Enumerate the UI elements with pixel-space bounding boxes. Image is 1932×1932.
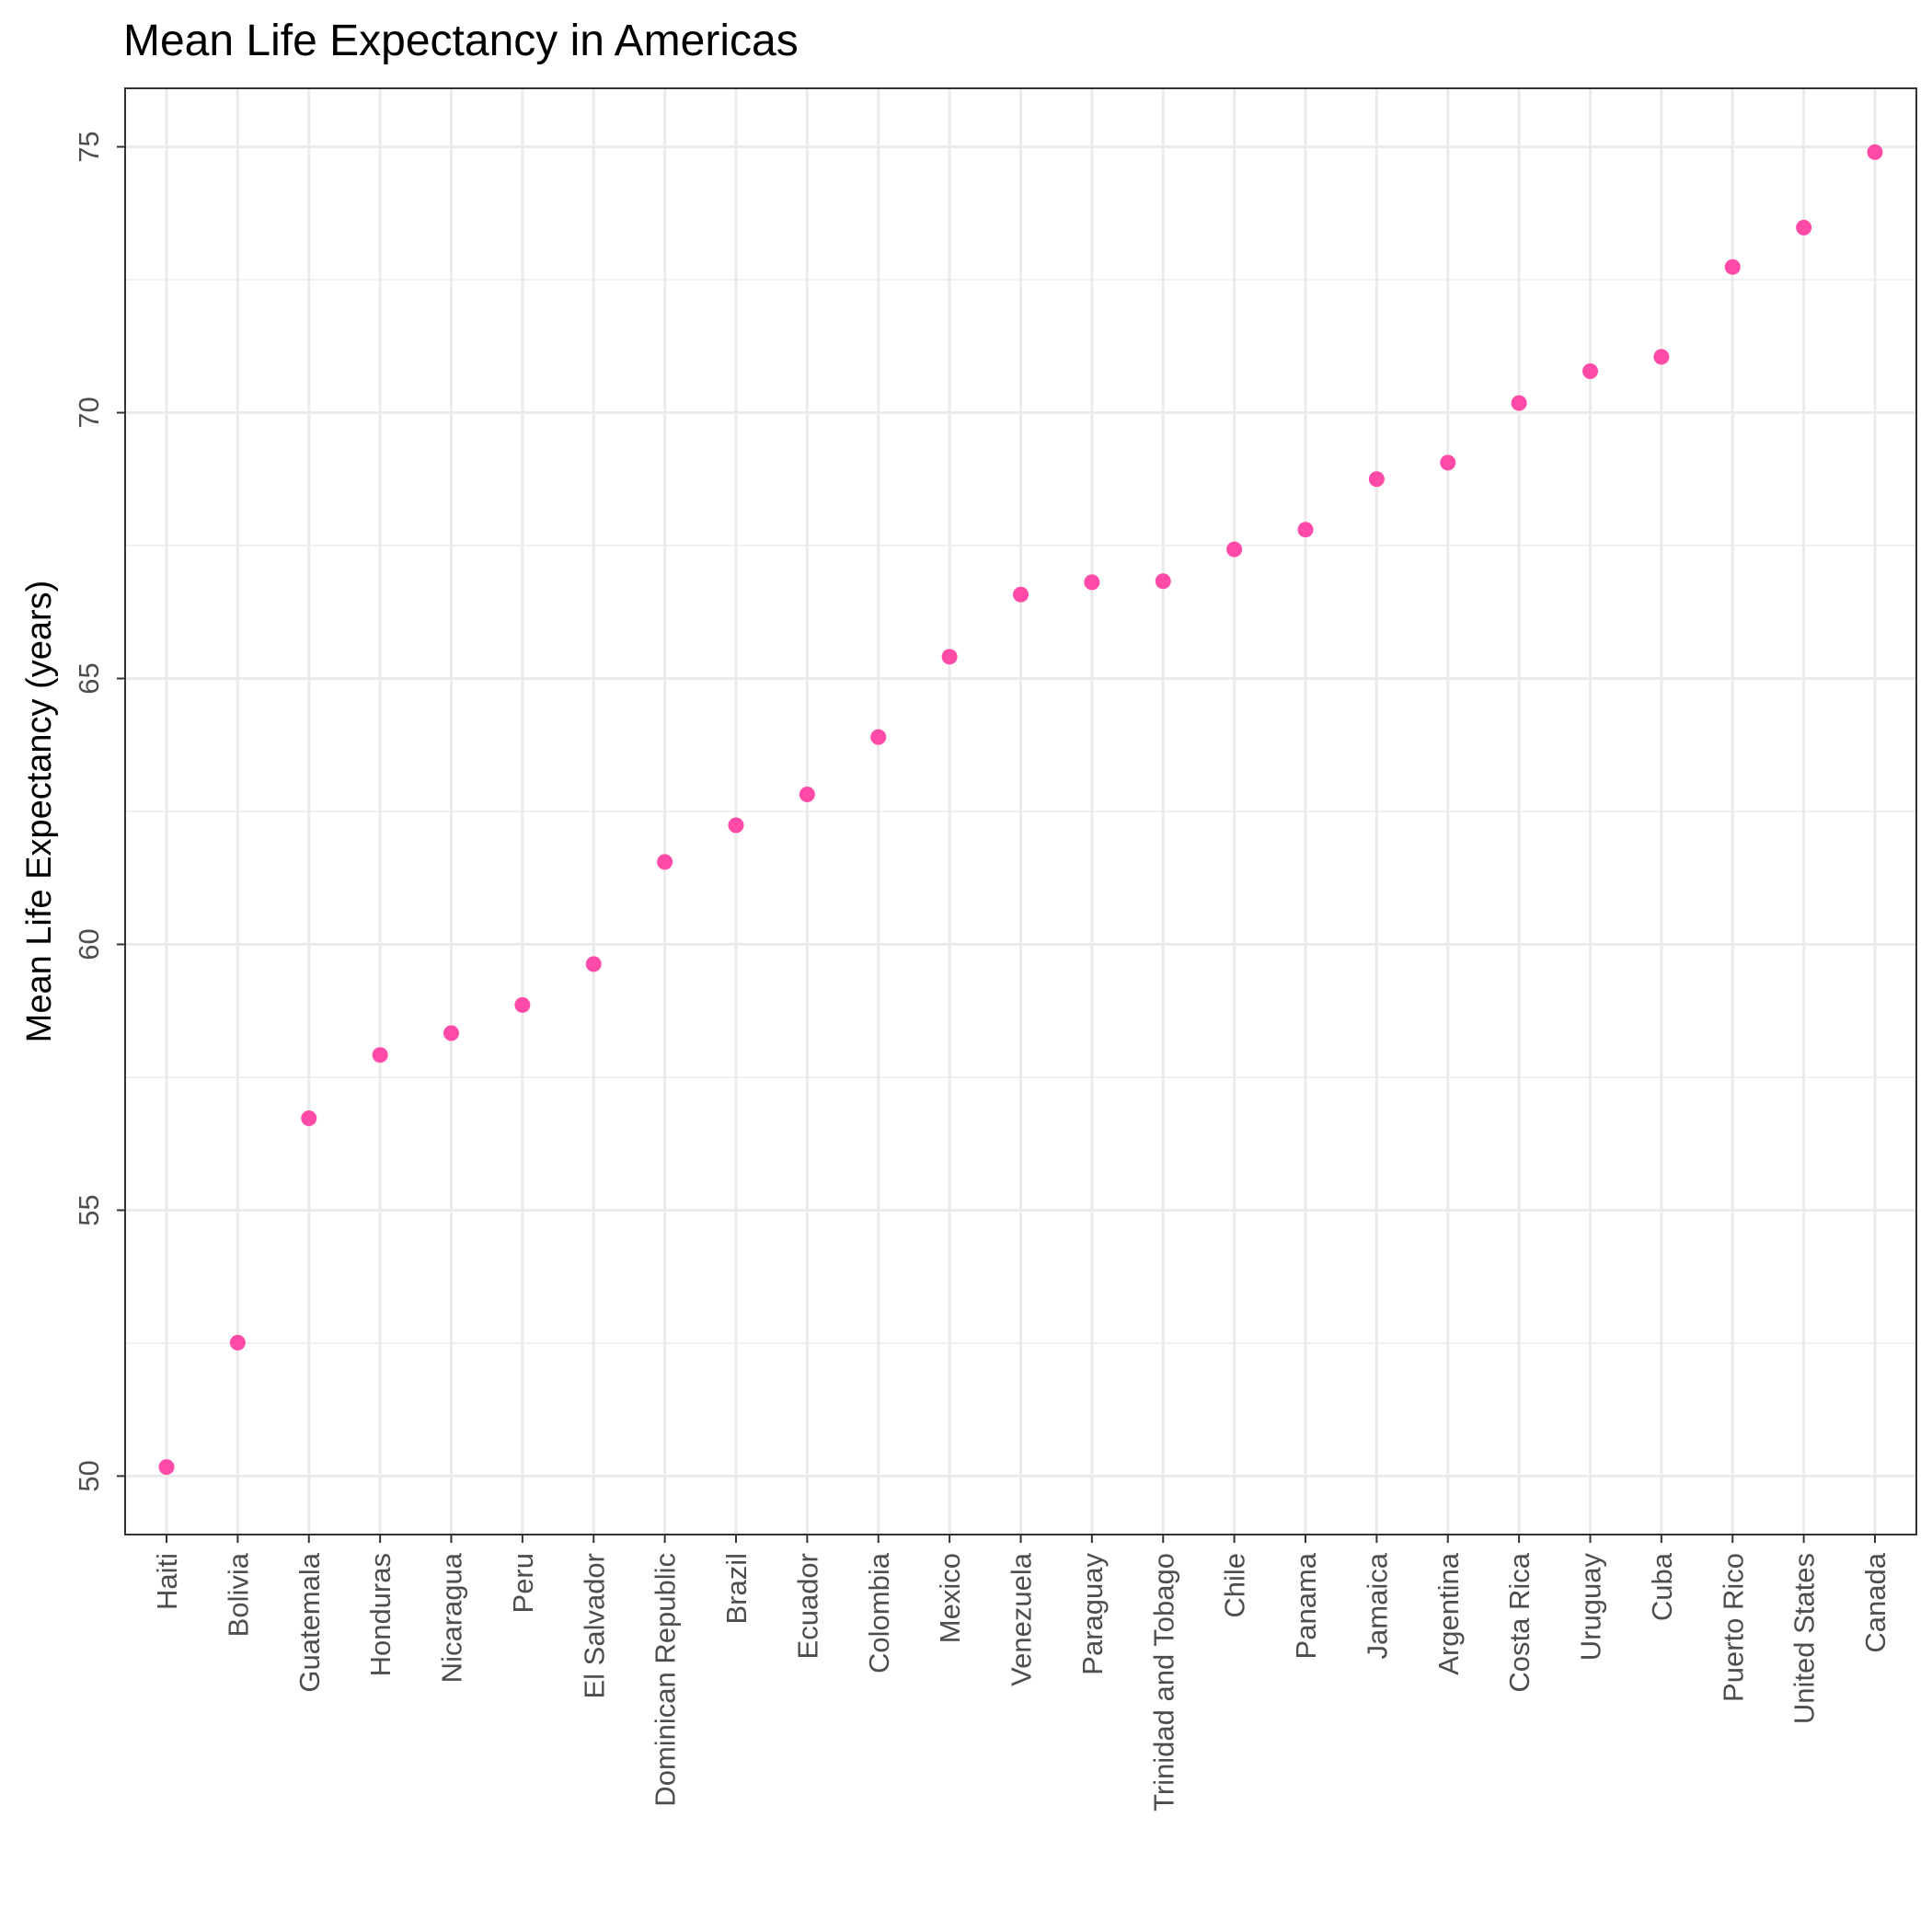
x-tick-label: Dominican Republic bbox=[650, 1553, 682, 1807]
data-point bbox=[870, 729, 887, 745]
data-point bbox=[657, 854, 673, 870]
x-tick-label: Costa Rica bbox=[1503, 1552, 1535, 1692]
data-point bbox=[1226, 541, 1243, 558]
x-tick-label: Canada bbox=[1859, 1552, 1892, 1652]
y-tick-label: 50 bbox=[73, 1460, 105, 1491]
x-tick-label: Paraguay bbox=[1076, 1553, 1109, 1675]
data-point bbox=[1653, 349, 1670, 365]
x-tick-label: Peru bbox=[507, 1553, 539, 1613]
x-tick-label: Bolivia bbox=[222, 1552, 254, 1637]
x-tick-label: Chile bbox=[1219, 1553, 1251, 1618]
x-tick-label: Honduras bbox=[364, 1553, 397, 1676]
data-point bbox=[301, 1110, 317, 1126]
data-point bbox=[585, 956, 602, 972]
y-tick-label: 65 bbox=[73, 662, 105, 694]
data-point bbox=[1796, 219, 1812, 236]
x-tick-label: United States bbox=[1788, 1553, 1821, 1724]
x-tick-label: Jamaica bbox=[1361, 1552, 1393, 1659]
y-axis: 50 55 60 65 70 75 bbox=[73, 131, 125, 1492]
grid-lines bbox=[125, 88, 1916, 1535]
x-tick-label: Nicaragua bbox=[436, 1552, 468, 1683]
data-point bbox=[514, 996, 531, 1013]
data-point bbox=[1440, 454, 1456, 471]
data-point bbox=[1724, 259, 1741, 275]
x-tick-label: El Salvador bbox=[578, 1553, 610, 1699]
data-point bbox=[799, 787, 815, 803]
x-tick-label: Argentina bbox=[1432, 1552, 1465, 1674]
x-tick-label: Haiti bbox=[151, 1553, 183, 1610]
data-point bbox=[1013, 586, 1029, 603]
x-tick-label: Trinidad and Tobago bbox=[1147, 1553, 1179, 1811]
x-tick-label: Mexico bbox=[934, 1553, 966, 1643]
data-point bbox=[1084, 574, 1100, 591]
data-points bbox=[158, 144, 1883, 1476]
data-point bbox=[728, 817, 744, 834]
chart-title: Mean Life Expectancy in Americas bbox=[123, 17, 799, 65]
x-tick-label: Guatemala bbox=[293, 1552, 326, 1692]
x-tick-label: Panama bbox=[1290, 1552, 1322, 1659]
data-point bbox=[941, 649, 958, 665]
x-tick-label: Cuba bbox=[1646, 1552, 1678, 1621]
y-tick-label: 70 bbox=[73, 397, 105, 428]
x-axis: Haiti Bolivia Guatemala Honduras Nicaragua Pe… bbox=[151, 1535, 1892, 1811]
y-axis-title: Mean Life Expectancy (years) bbox=[20, 581, 59, 1043]
y-tick-label: 55 bbox=[73, 1194, 105, 1225]
data-point bbox=[1297, 522, 1314, 538]
data-point bbox=[443, 1025, 459, 1041]
x-tick-label: Brazil bbox=[720, 1553, 753, 1625]
data-point bbox=[1582, 362, 1598, 379]
x-tick-label: Venezuela bbox=[1006, 1552, 1038, 1686]
y-tick-label: 75 bbox=[73, 131, 105, 162]
data-point bbox=[158, 1459, 175, 1476]
y-tick-label: 60 bbox=[73, 928, 105, 960]
data-point bbox=[372, 1047, 388, 1064]
data-point bbox=[1511, 395, 1527, 411]
x-tick-label: Colombia bbox=[863, 1552, 895, 1673]
x-tick-label: Puerto Rico bbox=[1717, 1553, 1749, 1702]
x-tick-label: Uruguay bbox=[1575, 1553, 1607, 1662]
data-point bbox=[1155, 573, 1171, 590]
data-point bbox=[1867, 144, 1883, 160]
data-point bbox=[229, 1334, 246, 1351]
data-point bbox=[1368, 471, 1385, 488]
x-tick-label: Ecuador bbox=[791, 1553, 823, 1659]
